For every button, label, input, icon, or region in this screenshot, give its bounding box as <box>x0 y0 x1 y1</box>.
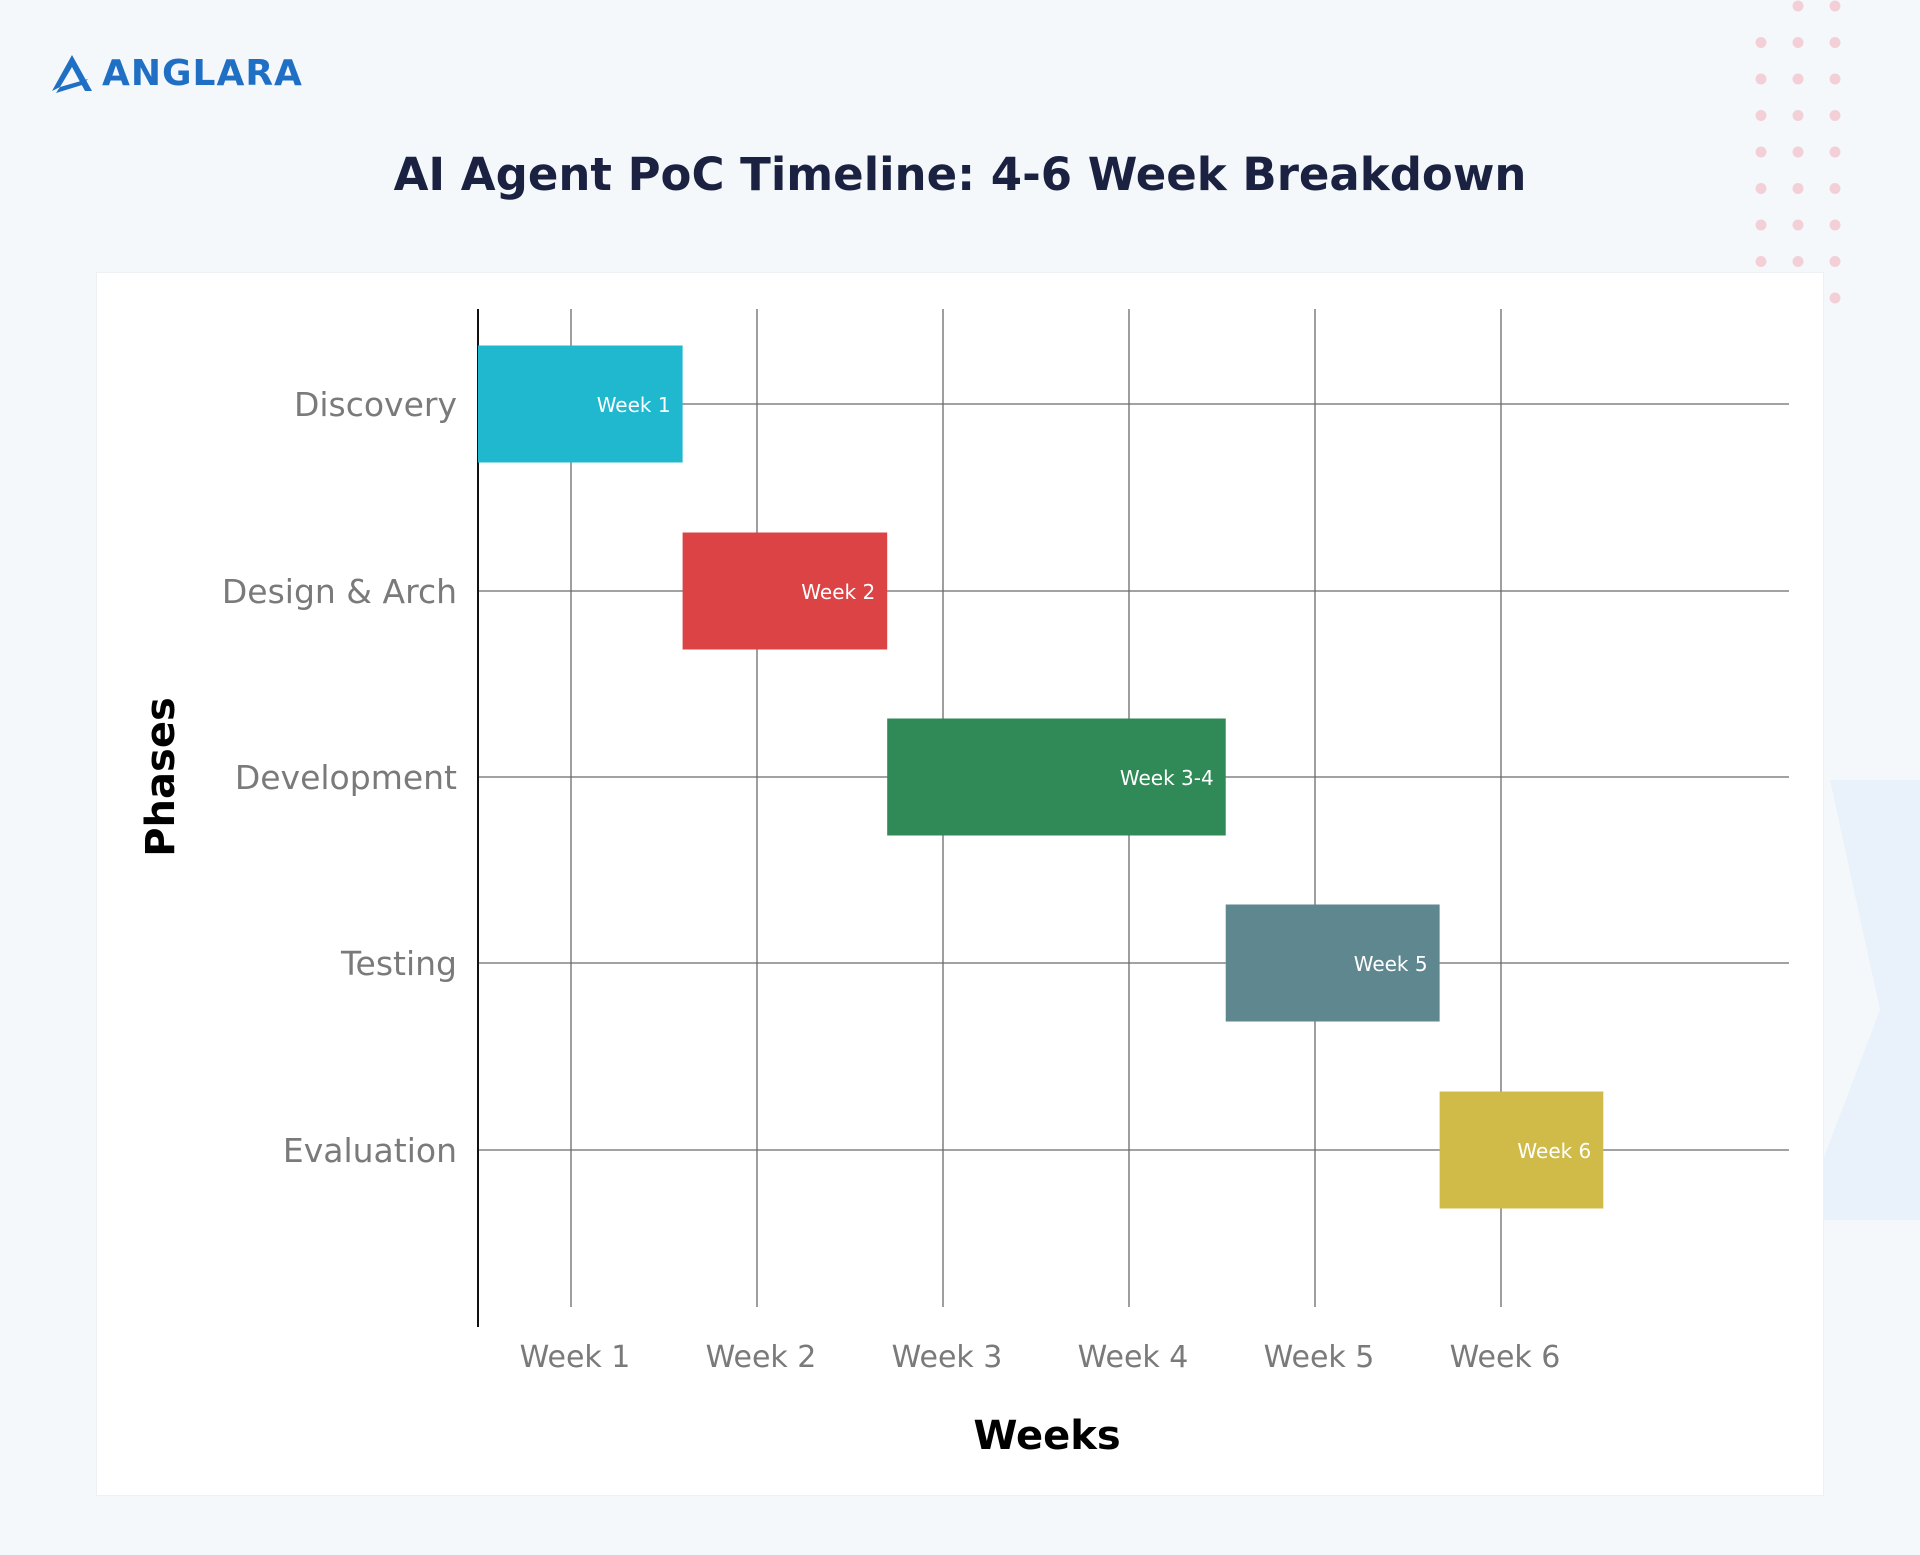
decorative-dot <box>1829 256 1841 267</box>
logo-icon <box>52 55 92 93</box>
x-tick-label: Week 5 <box>1264 1340 1375 1375</box>
category-label: Evaluation <box>283 1131 457 1170</box>
chart-card: Week 1 Week 2 Week 3-4 Week 5 Week 6 Discover… <box>96 272 1824 1496</box>
x-tick-label: Week 3 <box>892 1340 1003 1375</box>
logo-text: ANGLARA <box>102 52 303 94</box>
gantt-bar <box>887 718 1226 836</box>
decorative-dot <box>1829 219 1841 231</box>
gantt-chart: Week 1 Week 2 Week 3-4 Week 5 Week 6 Discover… <box>138 309 1789 1459</box>
y-axis-title: Phases <box>138 697 184 857</box>
decorative-dot <box>1829 110 1841 121</box>
x-tick-label: Week 1 <box>520 1340 631 1375</box>
decorative-dot <box>1792 256 1804 267</box>
gantt-bar <box>478 345 683 463</box>
decorative-dot <box>1829 0 1841 12</box>
decorative-dot <box>1792 219 1804 231</box>
category-label: Development <box>235 758 457 797</box>
decorative-dot <box>1792 110 1804 121</box>
decorative-dot <box>1755 73 1767 85</box>
category-label: Discovery <box>294 385 457 424</box>
category-label: Testing <box>340 944 457 983</box>
category-label: Design & Arch <box>222 572 457 611</box>
bar-label: Week 1 <box>597 393 671 417</box>
decorative-dot <box>1755 110 1767 121</box>
decorative-dot <box>1792 73 1804 85</box>
decorative-dot <box>1792 0 1804 12</box>
bar-label: Week 3-4 <box>1120 766 1214 790</box>
x-tick-label: Week 2 <box>706 1340 817 1375</box>
bar-label: Week 2 <box>801 580 875 604</box>
decorative-dot <box>1755 37 1767 48</box>
x-tick-label: Week 6 <box>1450 1340 1561 1375</box>
decorative-dot <box>1755 219 1767 231</box>
decorative-dot <box>1829 37 1841 48</box>
decorative-dot <box>1792 37 1804 48</box>
logo: ANGLARA <box>48 48 303 98</box>
bar-label: Week 5 <box>1354 952 1428 976</box>
gantt-bar <box>1225 904 1440 1022</box>
gantt-bar <box>1439 1091 1604 1209</box>
gantt-bar <box>682 532 888 650</box>
x-axis-title: Weeks <box>973 1413 1120 1459</box>
decorative-dot <box>1829 73 1841 85</box>
decorative-dot <box>1755 256 1767 267</box>
background-decoration <box>1800 780 1920 1220</box>
decorative-dot <box>1829 292 1841 304</box>
x-tick-label: Week 4 <box>1078 1340 1189 1375</box>
page-title: AI Agent PoC Timeline: 4-6 Week Breakdow… <box>393 148 1527 201</box>
bar-label: Week 6 <box>1517 1139 1591 1163</box>
